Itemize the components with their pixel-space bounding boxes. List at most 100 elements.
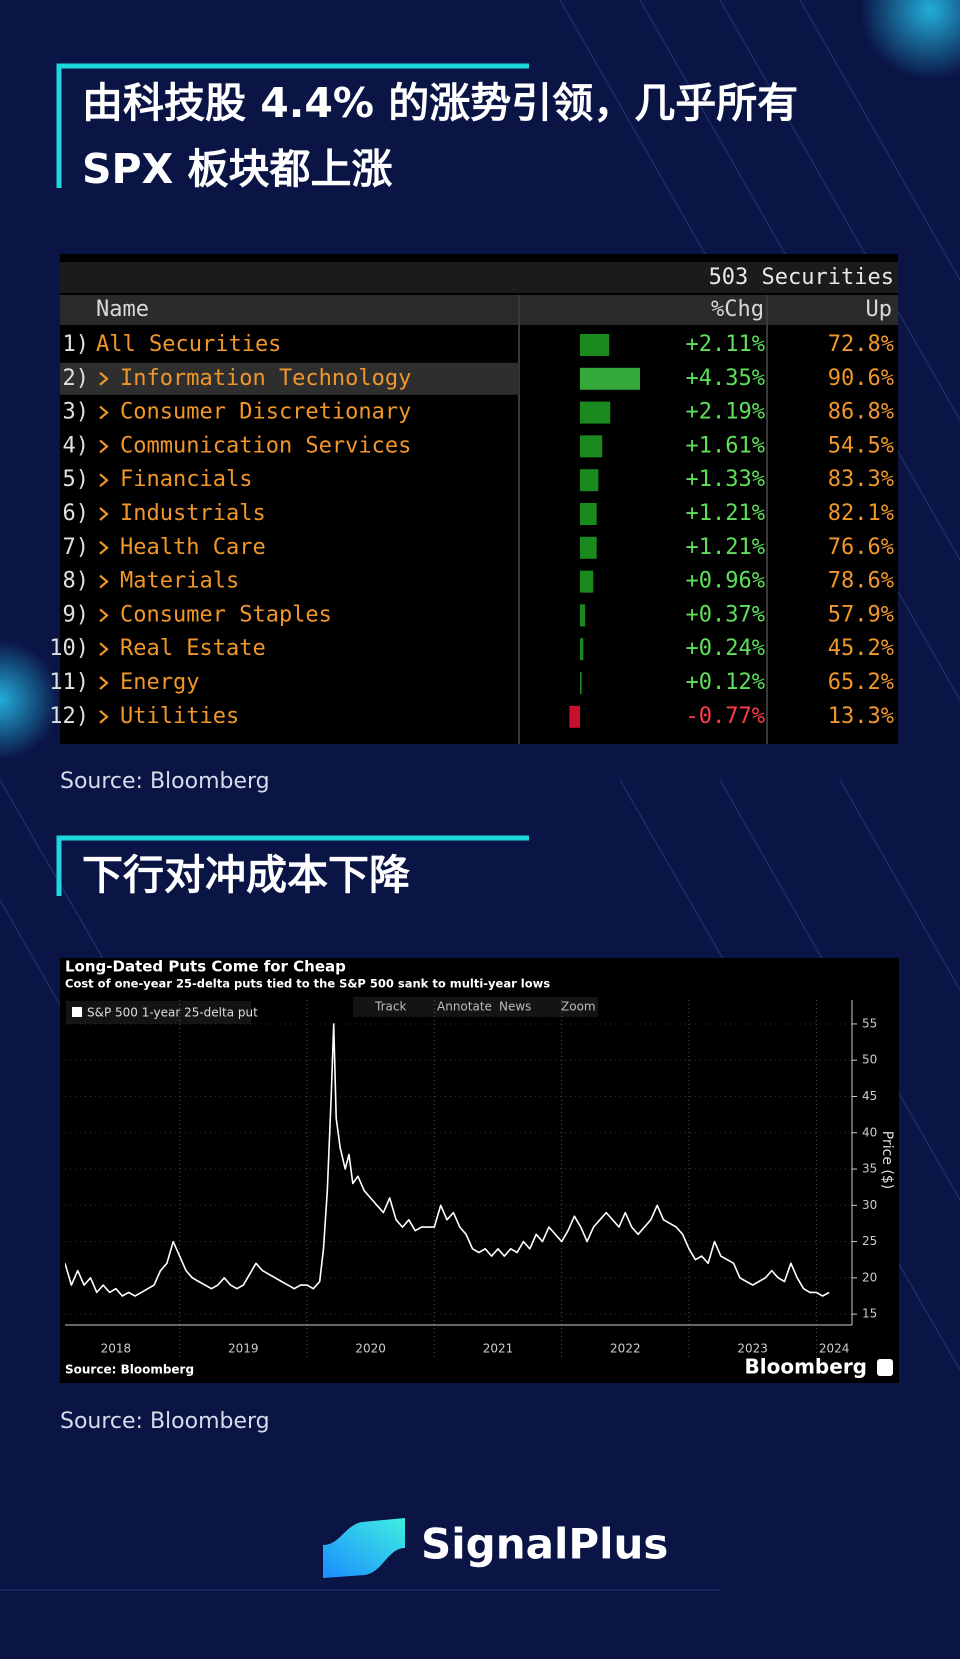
- chart-bg: [60, 958, 899, 1383]
- row-name: Information Technology: [120, 366, 411, 391]
- y-tick-label: 55: [862, 1016, 877, 1030]
- change-label: +1.33%: [686, 467, 765, 492]
- row-name: Health Care: [120, 535, 266, 560]
- change-label: +0.96%: [686, 569, 765, 594]
- toolbar-button: Track: [374, 1000, 406, 1014]
- change-label: +2.11%: [686, 332, 765, 357]
- chart-logo: Bloomberg: [745, 1355, 867, 1379]
- row-name: Industrials: [120, 501, 266, 526]
- table-top-row: [60, 262, 898, 293]
- up-ratio: 72.8%: [828, 332, 894, 357]
- table-bg: [60, 254, 898, 744]
- heading-line: SPX 板块都上涨: [82, 145, 392, 193]
- column-header: Up: [866, 297, 893, 322]
- expand-chevron: [99, 405, 109, 420]
- row-name: Communication Services: [120, 433, 411, 458]
- y-tick-label: 30: [862, 1198, 877, 1212]
- up-ratio: 76.6%: [828, 535, 894, 560]
- expand-chevron: [99, 473, 109, 488]
- change-label: +1.61%: [686, 433, 765, 458]
- up-ratio: 45.2%: [828, 636, 894, 661]
- expand-chevron: [99, 371, 109, 386]
- change-label: +0.12%: [686, 670, 765, 695]
- expand-chevron: [99, 540, 109, 555]
- y-tick-label: 45: [862, 1089, 877, 1103]
- expand-chevron: [99, 574, 109, 589]
- expand-chevron: [99, 676, 109, 690]
- change-label: +1.21%: [686, 501, 765, 526]
- y-tick-label: 15: [862, 1307, 877, 1321]
- legend-swatch: [72, 1007, 82, 1017]
- row-name: Materials: [120, 569, 239, 594]
- change-label: +2.19%: [686, 400, 765, 425]
- change-bar: [580, 570, 594, 593]
- heading-line: 由科技股 4.4% 的涨势引领，几乎所有: [82, 79, 798, 127]
- toolbar-button: Zoom: [561, 1000, 596, 1014]
- chart-source: Source: Bloomberg: [65, 1363, 194, 1377]
- source: Source: Bloomberg: [60, 769, 270, 794]
- legend-box: [66, 1001, 251, 1024]
- up-ratio: 90.6%: [828, 366, 894, 391]
- row-index: 6): [63, 501, 90, 526]
- change-bar: [580, 604, 586, 627]
- row-index: 10): [49, 636, 89, 661]
- row-index: 7): [63, 535, 90, 560]
- row-index: 5): [63, 467, 90, 492]
- x-tick-label: 2020: [355, 1342, 386, 1356]
- logo-mark: [323, 1518, 405, 1578]
- brand-name: SignalPlus: [421, 1520, 668, 1569]
- chart-title: Long-Dated Puts Come for Cheap: [65, 958, 346, 976]
- up-ratio: 57.9%: [828, 602, 894, 627]
- toolbar-button: Annotate: [437, 1000, 492, 1014]
- change-bar: [580, 503, 597, 525]
- row-name: Real Estate: [120, 636, 266, 661]
- row-name: All Securities: [96, 332, 281, 357]
- change-label: +0.24%: [686, 636, 765, 661]
- up-ratio: 78.6%: [828, 569, 894, 594]
- chart-subtitle: Cost of one-year 25-delta puts tied to t…: [65, 977, 550, 991]
- expand-chevron: [99, 608, 109, 623]
- y-tick-label: 40: [862, 1125, 877, 1139]
- expand-chevron: [99, 439, 109, 454]
- row-index: 8): [63, 569, 90, 594]
- change-bar: [569, 705, 580, 728]
- change-bar: [580, 334, 610, 356]
- change-label: +1.21%: [686, 535, 765, 560]
- heading-line: 下行对冲成本下降: [82, 851, 410, 899]
- row-name: Financials: [120, 467, 252, 492]
- row-name: Consumer Staples: [120, 602, 332, 627]
- change-label: +0.37%: [686, 602, 765, 627]
- up-ratio: 13.3%: [828, 704, 894, 729]
- y-tick-label: 20: [862, 1270, 877, 1284]
- change-bar: [580, 638, 584, 661]
- row-index: 12): [49, 704, 89, 729]
- x-tick-label: 2021: [483, 1342, 514, 1356]
- up-ratio: 54.5%: [828, 433, 894, 458]
- legend-label: S&P 500 1-year 25-delta put: [87, 1006, 258, 1020]
- change-bar: [580, 672, 582, 694]
- row-name: Consumer Discretionary: [120, 400, 411, 425]
- expand-chevron: [99, 507, 109, 521]
- change-label: -0.77%: [686, 704, 765, 729]
- up-ratio: 82.1%: [828, 501, 894, 526]
- y-tick-label: 35: [862, 1162, 877, 1176]
- x-tick-label: 2023: [737, 1342, 768, 1356]
- change-bar: [580, 401, 611, 424]
- column-header: Name: [96, 297, 149, 322]
- y-tick-label: 25: [862, 1234, 877, 1248]
- row-highlight: [60, 362, 519, 395]
- up-ratio: 83.3%: [828, 467, 894, 492]
- y-tick-label: 50: [862, 1053, 877, 1067]
- expand-chevron: [99, 642, 109, 657]
- series-line: [65, 1023, 830, 1297]
- toolbar: [353, 997, 598, 1017]
- row-name: Energy: [120, 670, 199, 695]
- line-chart: Long-Dated Puts Come for Cheap Cost of o…: [60, 958, 899, 1383]
- row-index: 1): [63, 332, 90, 357]
- brand-logo: SignalPlus: [323, 1518, 668, 1578]
- toolbar-button: News: [499, 1000, 531, 1014]
- y-axis-label: Price ($): [879, 1131, 895, 1189]
- row-index: 2): [63, 366, 90, 391]
- change-bar: [580, 367, 641, 390]
